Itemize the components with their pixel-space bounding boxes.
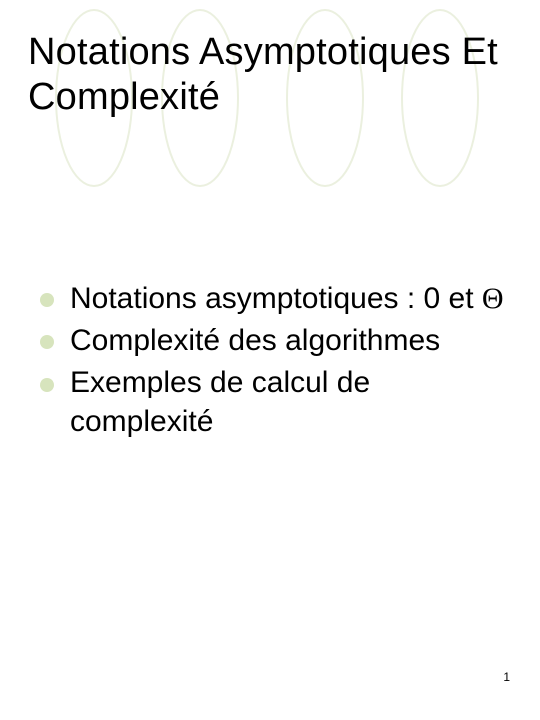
bullet-icon bbox=[40, 293, 54, 307]
bullet-list: Notations asymptotiques : 0 et Θ Complex… bbox=[28, 280, 512, 442]
bullet-icon bbox=[40, 378, 54, 392]
list-item: Notations asymptotiques : 0 et Θ bbox=[40, 280, 512, 318]
bullet-text: Notations asymptotiques : 0 et bbox=[70, 282, 474, 315]
bullet-text: Exemples de calcul de complexité bbox=[70, 366, 370, 437]
list-item: Complexité des algorithmes bbox=[40, 322, 512, 360]
slide: Notations Asymptotiques Et Complexité No… bbox=[0, 0, 540, 720]
list-item: Exemples de calcul de complexité bbox=[40, 364, 512, 441]
bullet-icon bbox=[40, 335, 54, 349]
page-number: 1 bbox=[503, 670, 510, 684]
theta-symbol: Θ bbox=[482, 282, 504, 315]
slide-title: Notations Asymptotiques Et Complexité bbox=[28, 30, 512, 120]
bullet-text: Complexité des algorithmes bbox=[70, 324, 440, 357]
